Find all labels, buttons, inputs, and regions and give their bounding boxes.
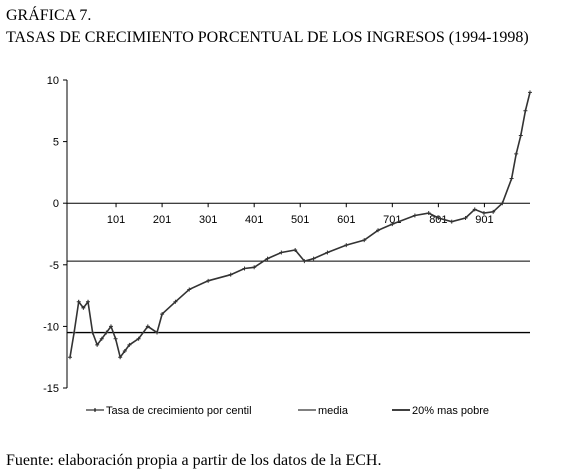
data-point (206, 278, 211, 283)
x-tick-label: 801 (429, 214, 447, 226)
data-point (95, 342, 100, 347)
data-point (518, 133, 523, 138)
data-point (302, 259, 307, 264)
data-point (113, 336, 118, 341)
y-tick-label: 0 (53, 198, 59, 210)
data-line (69, 92, 531, 360)
data-point (311, 256, 316, 261)
legend-label: Tasa de crecimiento por centil (106, 405, 252, 417)
data-point (528, 90, 532, 95)
y-tick-label: 10 (47, 75, 59, 87)
data-point (242, 266, 247, 271)
data-point (325, 250, 330, 255)
data-point (187, 287, 192, 292)
data-point (376, 228, 381, 233)
data-point (108, 324, 113, 329)
data-point (127, 342, 132, 347)
chart-title: GRÁFICA 7. (6, 5, 91, 24)
data-point (145, 324, 150, 329)
y-tick-label: -15 (43, 383, 59, 395)
data-point (228, 272, 233, 277)
data-point (481, 211, 486, 216)
data-point (252, 265, 257, 270)
y-tick-label: -10 (43, 321, 59, 333)
data-point (155, 330, 160, 335)
data-point (72, 330, 77, 335)
data-point (491, 209, 496, 214)
data-point (509, 176, 514, 181)
data-point (265, 256, 270, 261)
data-point (463, 215, 468, 220)
y-tick-label: 5 (53, 137, 59, 149)
y-tick-label: -5 (49, 260, 59, 272)
x-tick-label: 601 (337, 214, 355, 226)
data-point (390, 222, 395, 227)
data-point (136, 336, 141, 341)
x-tick-label: 901 (475, 214, 493, 226)
x-tick-label: 501 (291, 214, 309, 226)
data-point (99, 336, 104, 341)
data-point (85, 299, 90, 304)
x-tick-label: 301 (199, 214, 217, 226)
x-tick-label: 201 (153, 214, 171, 226)
data-point (81, 305, 86, 310)
data-point (362, 238, 367, 243)
data-point (436, 215, 441, 220)
data-point (514, 151, 519, 156)
data-point (500, 201, 505, 206)
chart-subtitle: TASAS DE CRECIMIENTO PORCENTUAL DE LOS I… (6, 29, 529, 46)
data-point (118, 355, 123, 360)
data-point (122, 349, 127, 354)
x-tick-label: 401 (245, 214, 263, 226)
data-point (523, 108, 528, 113)
data-point (472, 207, 477, 212)
legend-label: 20% mas pobre (412, 405, 489, 417)
source: Fuente: elaboración propia a partir de l… (6, 452, 381, 469)
legend-marker (93, 408, 97, 412)
data-point (90, 330, 95, 335)
data-point (68, 355, 72, 360)
data-point (104, 330, 109, 335)
data-point (76, 299, 81, 304)
legend-label: media (318, 405, 349, 417)
x-tick-label: 101 (107, 214, 125, 226)
data-point (344, 243, 349, 248)
data-point (293, 248, 298, 253)
data-point (449, 219, 454, 224)
data-point (173, 299, 178, 304)
data-point (412, 213, 417, 218)
data-point (160, 312, 165, 317)
data-point (279, 250, 284, 255)
data-point (426, 211, 431, 216)
